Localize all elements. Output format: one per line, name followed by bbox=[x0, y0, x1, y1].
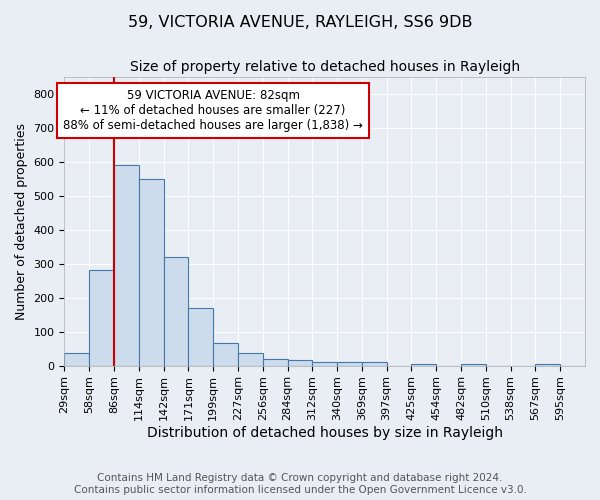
Text: Contains HM Land Registry data © Crown copyright and database right 2024.
Contai: Contains HM Land Registry data © Crown c… bbox=[74, 474, 526, 495]
Bar bbox=[139, 178, 164, 366]
Bar bbox=[362, 362, 386, 366]
Y-axis label: Number of detached properties: Number of detached properties bbox=[15, 122, 28, 320]
Bar bbox=[461, 364, 486, 366]
Bar bbox=[238, 352, 263, 366]
Bar bbox=[164, 257, 188, 366]
Bar bbox=[89, 270, 114, 366]
Bar bbox=[535, 364, 560, 366]
Text: 59, VICTORIA AVENUE, RAYLEIGH, SS6 9DB: 59, VICTORIA AVENUE, RAYLEIGH, SS6 9DB bbox=[128, 15, 472, 30]
Bar bbox=[263, 359, 287, 366]
Bar bbox=[287, 360, 313, 366]
Title: Size of property relative to detached houses in Rayleigh: Size of property relative to detached ho… bbox=[130, 60, 520, 74]
Bar bbox=[412, 364, 436, 366]
Bar bbox=[213, 344, 238, 365]
Bar bbox=[188, 308, 213, 366]
Bar bbox=[114, 165, 139, 366]
Bar bbox=[337, 362, 362, 366]
Text: 59 VICTORIA AVENUE: 82sqm
← 11% of detached houses are smaller (227)
88% of semi: 59 VICTORIA AVENUE: 82sqm ← 11% of detac… bbox=[63, 89, 363, 132]
Bar bbox=[313, 362, 337, 366]
X-axis label: Distribution of detached houses by size in Rayleigh: Distribution of detached houses by size … bbox=[147, 426, 503, 440]
Bar bbox=[64, 352, 89, 366]
